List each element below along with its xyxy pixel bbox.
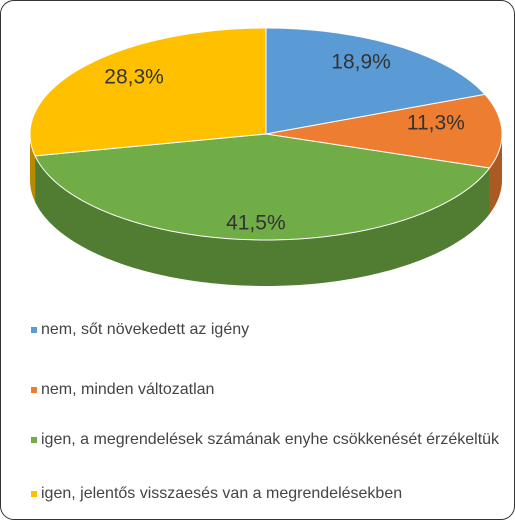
data-label: 18,9% [331,50,391,73]
legend-item: igen, a megrendelések számának enyhe csö… [31,429,506,450]
pie-side [30,134,36,202]
legend-label: igen, a megrendelések számának enyhe csö… [41,431,500,448]
pie-slice [265,93,503,169]
legend-label: nem, sőt növekedett az igény [41,321,250,338]
legend-item: igen, jelentős visszaesés van a megrende… [31,483,506,504]
pie-side [489,134,502,215]
pie-slice [34,133,491,241]
pie-slice [265,27,486,135]
legend-swatch [31,491,37,497]
legend-swatch [31,387,37,393]
legend-item: nem, sőt növekedett az igény [31,319,506,340]
legend-swatch [31,327,37,333]
pie-slice [29,27,267,157]
data-label: 41,5% [226,212,286,235]
pie-area: 18,9% 11,3% 41,5% 28,3% [29,27,503,286]
legend-item: nem, minden változatlan [31,379,506,400]
legend-label: igen, jelentős visszaesés van a megrende… [41,485,403,502]
data-label: 11,3% [407,111,465,134]
pie-side [35,155,490,286]
legend-swatch [31,437,37,443]
data-label: 28,3% [104,65,164,88]
legend-label: nem, minden változatlan [41,381,215,398]
